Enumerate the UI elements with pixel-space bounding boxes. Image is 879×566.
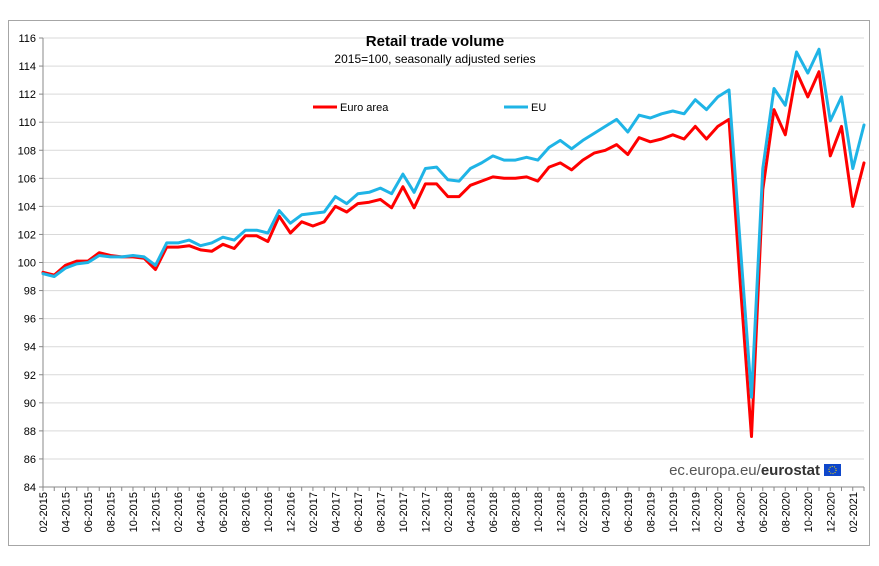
x-tick-label: 02-2016	[173, 492, 185, 532]
chart-subtitle: 2015=100, seasonally adjusted series	[334, 52, 535, 66]
series-line-eu	[41, 47, 866, 399]
y-tick-label: 84	[24, 482, 36, 494]
x-tick-label: 10-2020	[803, 492, 815, 532]
series-line-euro-area	[41, 70, 866, 438]
x-tick-label: 04-2020	[735, 492, 747, 532]
y-tick-label: 104	[18, 201, 36, 213]
legend: Euro area EU	[313, 102, 546, 114]
eu-flag-icon	[824, 464, 841, 476]
x-tick-label: 04-2016	[195, 492, 207, 532]
x-tick-label: 12-2017	[420, 492, 432, 532]
x-tick-label: 06-2015	[83, 492, 95, 532]
y-tick-label: 92	[24, 370, 36, 382]
x-tick-label: 02-2020	[713, 492, 725, 532]
x-tick-label: 08-2015	[105, 492, 117, 532]
x-tick-label: 08-2018	[510, 492, 522, 532]
x-tick-label: 08-2016	[240, 492, 252, 532]
source-bold: eurostat	[761, 462, 820, 479]
y-axis-ticks: 84 86 88 90 92 94 96 98 100 102 104 106 108 110 112 114…	[18, 33, 864, 494]
y-tick-label: 108	[18, 145, 36, 157]
x-tick-label: 06-2019	[623, 492, 635, 532]
x-tick-label: 12-2020	[825, 492, 837, 532]
x-tick-label: 04-2019	[600, 492, 612, 532]
source-regular: ec.europa.eu/	[669, 462, 762, 479]
x-tick-label: 12-2019	[690, 492, 702, 532]
x-tick-label: 04-2018	[465, 492, 477, 532]
x-tick-label: 08-2017	[375, 492, 387, 532]
gridlines	[43, 37, 864, 488]
y-tick-label: 106	[18, 173, 36, 185]
y-tick-label: 96	[24, 314, 36, 326]
source-credit: ec.europa.eu/eurostat	[669, 462, 841, 479]
series-lines	[41, 47, 866, 438]
chart-title: Retail trade volume	[366, 33, 504, 50]
y-tick-label: 86	[24, 454, 36, 466]
x-tick-label: 10-2015	[128, 492, 140, 532]
x-tick-label: 02-2015	[38, 492, 50, 532]
y-tick-label: 90	[24, 398, 36, 410]
x-tick-label: 06-2018	[488, 492, 500, 532]
y-tick-label: 88	[24, 426, 36, 438]
x-tick-label: 12-2016	[285, 492, 297, 532]
y-tick-label: 100	[18, 258, 36, 270]
y-tick-label: 112	[18, 89, 36, 101]
x-tick-label: 10-2018	[533, 492, 545, 532]
x-tick-label: 10-2017	[398, 492, 410, 532]
x-tick-label: 08-2020	[780, 492, 792, 532]
x-tick-label: 02-2019	[578, 492, 590, 532]
y-tick-label: 114	[18, 61, 36, 73]
x-tick-label: 02-2017	[308, 492, 320, 532]
chart-frame	[8, 20, 870, 546]
x-tick-label: 04-2015	[60, 492, 72, 532]
x-tick-label: 06-2020	[758, 492, 770, 532]
x-tick-label: 08-2019	[645, 492, 657, 532]
y-tick-label: 94	[24, 342, 36, 354]
x-tick-label: 12-2015	[150, 492, 162, 532]
x-tick-label: 12-2018	[555, 492, 567, 532]
x-tick-label: 02-2018	[443, 492, 455, 532]
x-axis-ticks: 02-2015 04-2015 06-2015 08-2015 10-2015 12-20…	[38, 487, 865, 532]
source-text: ec.europa.eu/eurostat	[669, 462, 820, 479]
x-tick-label: 02-2021	[848, 492, 860, 532]
y-tick-label: 116	[18, 33, 36, 45]
legend-label: Euro area	[340, 102, 389, 114]
y-tick-label: 102	[18, 229, 36, 241]
x-tick-label: 04-2017	[330, 492, 342, 532]
legend-label: EU	[531, 102, 546, 114]
x-tick-label: 06-2016	[218, 492, 230, 532]
y-tick-label: 110	[18, 117, 36, 129]
x-tick-label: 10-2016	[263, 492, 275, 532]
y-tick-label: 98	[24, 286, 36, 298]
x-tick-label: 10-2019	[668, 492, 680, 532]
x-tick-label: 06-2017	[353, 492, 365, 532]
